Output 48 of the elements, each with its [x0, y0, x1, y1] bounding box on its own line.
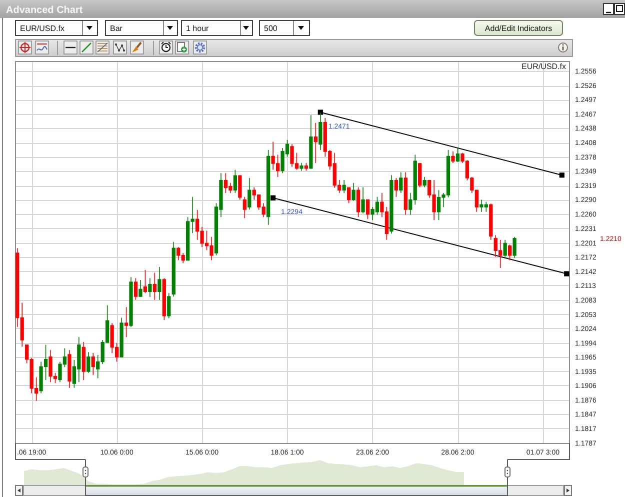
candlestick	[394, 178, 398, 198]
candlestick	[352, 182, 356, 202]
candlestick	[399, 172, 403, 194]
candlestick	[124, 306, 128, 338]
candlestick	[489, 203, 493, 240]
candlestick	[68, 350, 72, 388]
candlestick	[512, 236, 516, 258]
candlestick	[242, 196, 246, 219]
candlestick	[356, 186, 360, 218]
candlestick	[129, 276, 133, 328]
text: EUR/USD.fx	[20, 24, 64, 33]
candlestick	[361, 186, 365, 214]
candlestick	[248, 178, 252, 210]
candlestick	[158, 266, 162, 300]
candlestick	[309, 114, 313, 169]
candlestick	[172, 241, 176, 297]
candlestick	[233, 169, 237, 194]
candlestick	[238, 174, 242, 200]
candlestick	[138, 280, 142, 298]
candlestick	[148, 278, 152, 298]
candlestick	[314, 122, 318, 164]
candlestick	[143, 269, 148, 294]
candlestick	[120, 317, 124, 358]
candlestick	[503, 240, 507, 258]
point	[559, 172, 564, 178]
text: Bar	[110, 24, 123, 33]
candlestick	[390, 174, 394, 234]
candlestick	[86, 352, 90, 374]
point	[318, 110, 323, 115]
text: 1 hour	[186, 24, 210, 33]
candlestick	[300, 162, 304, 172]
chart-title: EUR/USD.fx	[522, 62, 566, 71]
candlestick	[91, 352, 95, 376]
candlestick	[152, 272, 157, 300]
candlestick	[508, 244, 512, 261]
text: 500	[264, 24, 278, 33]
candlestick	[304, 162, 308, 172]
candlestick	[456, 148, 460, 162]
candlestick	[451, 151, 455, 164]
candlestick	[342, 180, 346, 194]
text: Add/Edit Indicators	[484, 24, 552, 33]
candlestick	[422, 176, 426, 188]
text: Advanced Chart	[6, 5, 84, 16]
candlestick	[167, 292, 171, 319]
candlestick	[404, 172, 408, 216]
point	[270, 195, 276, 200]
candlestick	[134, 278, 138, 300]
point	[564, 271, 570, 276]
